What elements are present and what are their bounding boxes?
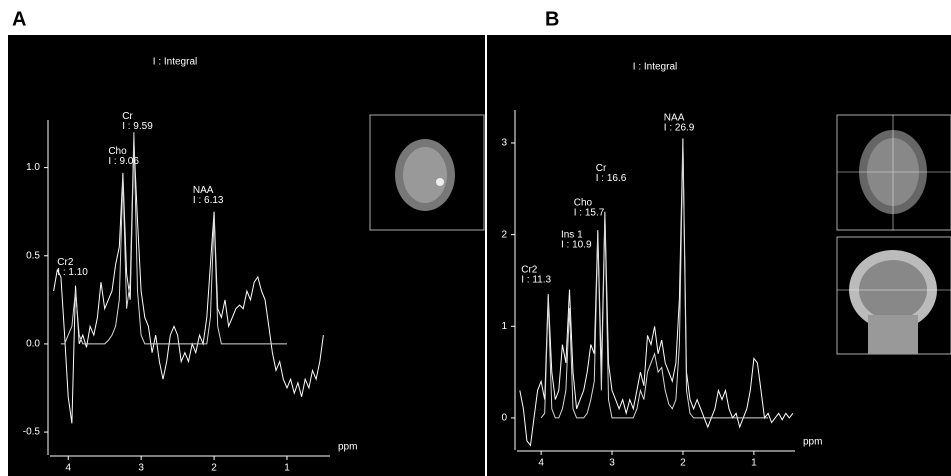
peak-integral: I : 11.3 xyxy=(521,275,551,286)
peak-integral: I : 16.6 xyxy=(596,173,627,184)
panel-a-background xyxy=(8,35,485,476)
peak-integral: I : 26.9 xyxy=(664,122,695,133)
x-tick-label: 4 xyxy=(65,463,71,474)
x-tick-label: 2 xyxy=(680,458,686,469)
peak-integral: I : 1.10 xyxy=(57,267,88,278)
x-axis-label: ppm xyxy=(803,437,822,448)
peak-integral: I : 10.9 xyxy=(561,240,592,251)
x-tick-label: 3 xyxy=(138,463,144,474)
y-tick-label: 3 xyxy=(501,138,507,149)
spectrum-line xyxy=(519,138,794,447)
chart-title: I : Integral xyxy=(153,57,197,68)
peak-label: Cr2 xyxy=(57,257,74,268)
spectrum-line xyxy=(60,132,287,345)
x-tick-label: 1 xyxy=(751,458,757,469)
peak-integral: I : 6.13 xyxy=(193,195,224,206)
spectrum-line xyxy=(53,141,324,424)
spectrum-line xyxy=(540,142,769,419)
peak-integral: I : 15.7 xyxy=(574,208,605,219)
inset-b-axial xyxy=(836,114,951,231)
inset-a xyxy=(369,114,485,231)
y-tick-label: 2 xyxy=(501,229,507,240)
x-tick-label: 1 xyxy=(284,463,290,474)
peak-label: Cho xyxy=(108,146,127,157)
peak-label: Cr2 xyxy=(521,265,538,276)
inset-b-coronal xyxy=(836,236,951,355)
y-tick-label: 1 xyxy=(501,321,507,332)
peak-label: Ins 1 xyxy=(561,230,583,241)
peak-integral: I : 9.06 xyxy=(108,156,139,167)
peak-label: Cr xyxy=(596,163,607,174)
peak-label: Cr xyxy=(122,111,133,122)
x-tick-label: 3 xyxy=(609,458,615,469)
peak-label: Cho xyxy=(574,198,593,209)
x-tick-label: 2 xyxy=(211,463,217,474)
peak-label: NAA xyxy=(664,112,685,123)
panel-letter: B xyxy=(545,8,559,30)
x-tick-label: 4 xyxy=(538,458,544,469)
y-tick-label: 1.0 xyxy=(26,162,40,173)
y-tick-label: 0.5 xyxy=(26,250,40,261)
y-tick-label: 0 xyxy=(501,413,507,424)
x-axis-label: ppm xyxy=(338,442,357,453)
panel-letter: A xyxy=(12,8,26,30)
peak-integral: I : 9.59 xyxy=(122,121,153,132)
chart-title: I : Integral xyxy=(633,62,677,73)
y-tick-label: 0.0 xyxy=(26,339,40,350)
peak-label: NAA xyxy=(193,185,214,196)
y-tick-label: -0.5 xyxy=(23,427,41,438)
